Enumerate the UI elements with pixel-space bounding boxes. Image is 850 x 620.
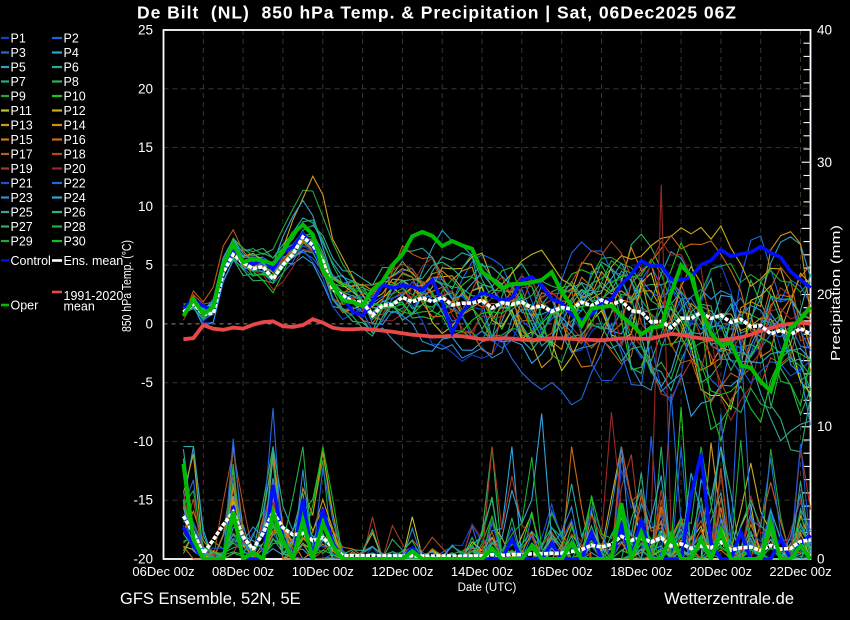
svg-text:P20: P20: [64, 162, 86, 176]
svg-text:20Dec 00z: 20Dec 00z: [690, 564, 752, 579]
svg-text:P28: P28: [64, 220, 86, 234]
svg-text:Wetterzentrale.de: Wetterzentrale.de: [664, 590, 794, 608]
svg-text:P18: P18: [64, 148, 86, 162]
svg-text:0: 0: [817, 552, 825, 567]
svg-text:P26: P26: [64, 206, 86, 220]
svg-text:08Dec 00z: 08Dec 00z: [212, 564, 274, 579]
svg-text:P4: P4: [64, 46, 79, 60]
svg-text:P23: P23: [11, 191, 33, 205]
svg-text:0: 0: [145, 316, 153, 331]
svg-text:P11: P11: [11, 104, 32, 118]
svg-text:Date (UTC): Date (UTC): [458, 582, 517, 594]
svg-text:20: 20: [817, 287, 832, 302]
svg-text:12Dec 00z: 12Dec 00z: [371, 564, 433, 579]
svg-text:25: 25: [138, 23, 153, 38]
svg-text:P7: P7: [11, 75, 26, 89]
svg-text:22Dec 00z: 22Dec 00z: [769, 564, 831, 579]
svg-text:15: 15: [138, 140, 153, 155]
svg-text:14Dec 00z: 14Dec 00z: [451, 564, 513, 579]
svg-text:P13: P13: [11, 119, 33, 133]
svg-text:P12: P12: [64, 104, 86, 118]
svg-text:P1: P1: [11, 32, 26, 46]
svg-text:Ens. mean: Ens. mean: [64, 254, 124, 268]
svg-text:-20: -20: [133, 552, 153, 567]
svg-text:P15: P15: [11, 133, 33, 147]
svg-text:40: 40: [817, 23, 832, 38]
svg-text:P2: P2: [64, 32, 79, 46]
svg-text:-5: -5: [141, 375, 153, 390]
svg-text:P14: P14: [64, 119, 86, 133]
svg-text:De Bilt (NL) 850 hPa Temp. &: De Bilt (NL) 850 hPa Temp. & Precipitati…: [137, 3, 736, 23]
svg-text:P19: P19: [11, 162, 33, 176]
svg-text:Oper: Oper: [11, 299, 39, 313]
svg-text:Control: Control: [11, 254, 51, 268]
svg-text:-15: -15: [133, 493, 153, 508]
svg-text:10Dec 00z: 10Dec 00z: [292, 564, 354, 579]
svg-text:P21: P21: [11, 177, 33, 191]
svg-text:P29: P29: [11, 235, 33, 249]
svg-text:P10: P10: [64, 90, 86, 104]
svg-text:1991-2020: 1991-2020: [64, 289, 124, 303]
svg-text:GFS Ensemble, 52N, 5E: GFS Ensemble, 52N, 5E: [120, 590, 301, 608]
svg-text:P25: P25: [11, 206, 33, 220]
svg-text:P16: P16: [64, 133, 86, 147]
svg-text:P5: P5: [11, 61, 26, 75]
svg-text:P6: P6: [64, 61, 79, 75]
svg-text:-10: -10: [133, 434, 153, 449]
svg-text:P8: P8: [64, 75, 79, 89]
svg-text:16Dec 00z: 16Dec 00z: [531, 564, 593, 579]
svg-text:P27: P27: [11, 220, 33, 234]
svg-text:P3: P3: [11, 46, 26, 60]
svg-text:P9: P9: [11, 90, 26, 104]
svg-text:P24: P24: [64, 191, 86, 205]
svg-text:P30: P30: [64, 235, 86, 249]
svg-text:10: 10: [817, 419, 832, 434]
svg-text:10: 10: [138, 199, 153, 214]
svg-text:mean: mean: [64, 300, 95, 314]
svg-text:18Dec 00z: 18Dec 00z: [610, 564, 672, 579]
svg-text:30: 30: [817, 155, 832, 170]
svg-text:Precipitation (mm): Precipitation (mm): [828, 225, 843, 361]
svg-text:5: 5: [145, 258, 153, 273]
svg-text:P22: P22: [64, 177, 86, 191]
svg-text:850 hPa Temp. (°C): 850 hPa Temp. (°C): [120, 240, 134, 332]
svg-text:P17: P17: [11, 148, 33, 162]
svg-text:06Dec 00z: 06Dec 00z: [132, 564, 194, 579]
svg-text:20: 20: [138, 81, 153, 96]
